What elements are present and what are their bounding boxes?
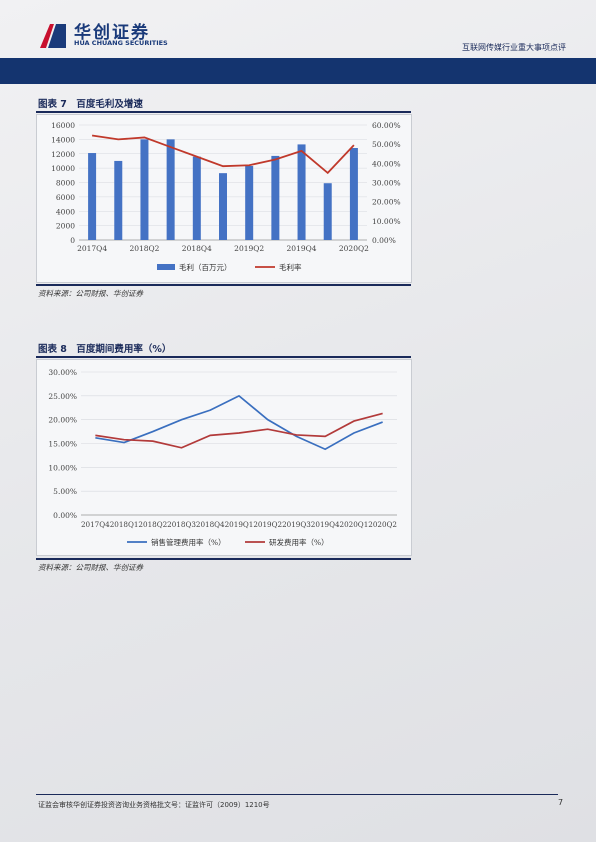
footer-rule xyxy=(36,794,558,795)
x-tick-label: 2018Q1 xyxy=(110,520,139,529)
bar xyxy=(323,183,332,240)
y-tick-label: 0.00% xyxy=(53,511,77,520)
bar xyxy=(219,173,227,240)
figure7-bottom-rule xyxy=(36,284,411,286)
bar xyxy=(349,148,358,240)
bar xyxy=(88,153,97,240)
y-left-tick-label: 14000 xyxy=(51,135,75,144)
y-right-tick-label: 30.00% xyxy=(372,179,401,188)
figure8-bottom-rule xyxy=(36,558,411,560)
y-tick-label: 5.00% xyxy=(53,487,77,496)
figure8-source: 资料来源：公司财报、华创证券 xyxy=(38,563,143,572)
y-left-tick-label: 12000 xyxy=(51,150,75,159)
company-logo: 华创证券 HUA CHUANG SECURITIES xyxy=(38,18,168,52)
figure7-source: 资料来源：公司财报、华创证券 xyxy=(38,289,143,298)
x-tick-label: 2020Q2 xyxy=(339,244,369,253)
bar xyxy=(114,160,123,240)
y-right-tick-label: 10.00% xyxy=(372,217,401,226)
x-tick-label: 2019Q4 xyxy=(311,520,340,529)
y-right-tick-label: 40.00% xyxy=(372,159,401,168)
x-tick-label: 2017Q4 xyxy=(77,244,107,253)
logo-mark-icon xyxy=(40,24,66,48)
x-tick-label: 2018Q2 xyxy=(129,244,159,253)
figure7-top-rule xyxy=(36,111,411,113)
bar xyxy=(192,156,201,240)
x-tick-label: 2018Q3 xyxy=(167,520,196,529)
y-right-tick-label: 50.00% xyxy=(372,140,401,149)
x-tick-label: 2018Q4 xyxy=(196,520,225,529)
logo-english-name: HUA CHUANG SECURITIES xyxy=(74,39,168,47)
y-tick-label: 25.00% xyxy=(48,392,77,401)
gross-margin-line xyxy=(91,134,355,175)
bar xyxy=(245,165,254,240)
figure8-chart-box: 0.00% 5.00% 10.00% 15.00% 20.00% 25.00% 30.00%… xyxy=(36,359,412,556)
y-left-tick-label: 2000 xyxy=(56,222,75,231)
expense-ratio-chart: 0.00% 5.00% 10.00% 15.00% 20.00% 25.00% 30.00%… xyxy=(48,368,397,547)
x-tick-label: 2017Q4 xyxy=(81,520,110,529)
y-tick-label: 10.00% xyxy=(48,463,77,472)
y-right-tick-label: 60.00% xyxy=(372,121,401,130)
legend-bar-swatch xyxy=(157,264,175,270)
x-tick-label: 2019Q3 xyxy=(282,520,311,529)
y-left-tick-label: 16000 xyxy=(51,121,75,130)
y-left-tick-label: 8000 xyxy=(56,179,75,188)
bar xyxy=(271,155,280,240)
page-number: 7 xyxy=(558,798,564,807)
x-tick-label: 2018Q4 xyxy=(182,244,212,253)
y-right-tick-label: 0.00% xyxy=(372,236,396,245)
rd-ratio-line xyxy=(95,412,383,449)
x-tick-label: 2019Q1 xyxy=(225,520,254,529)
x-tick-label: 2019Q2 xyxy=(234,244,264,253)
figure8-title: 图表 8 百度期间费用率（%） xyxy=(38,344,172,355)
y-left-tick-label: 0 xyxy=(70,236,75,245)
y-right-tick-label: 20.00% xyxy=(372,198,401,207)
gross-profit-chart: 0 2000 4000 6000 8000 10000 12000 14000 16000 0.0… xyxy=(51,121,401,272)
figure7-title: 图表 7 百度毛利及增速 xyxy=(38,99,143,110)
legend-label-gross-margin: 毛利率 xyxy=(279,262,302,272)
y-left-tick-label: 10000 xyxy=(51,164,75,173)
y-tick-label: 20.00% xyxy=(48,416,77,425)
footer-license: 证监会审核华创证券投资咨询业务资格批文号：证监许可（2009）1210号 xyxy=(38,801,270,809)
bar xyxy=(297,144,306,240)
legend-label-rd: 研发费用率（%） xyxy=(269,537,329,547)
x-tick-label: 2020Q1 xyxy=(340,520,369,529)
figure8-top-rule xyxy=(36,356,411,358)
bar xyxy=(166,139,175,240)
x-tick-label: 2020Q2 xyxy=(368,520,397,529)
y-tick-label: 15.00% xyxy=(48,440,77,449)
selling-admin-ratio-line xyxy=(95,394,383,451)
x-tick-label: 2018Q2 xyxy=(138,520,167,529)
figure7-chart-box: 0 2000 4000 6000 8000 10000 12000 14000 16000 0.0… xyxy=(36,114,412,283)
legend-label-selling-admin: 销售管理费用率（%） xyxy=(151,537,226,547)
header-band xyxy=(0,58,596,84)
logo-chinese-name: 华创证券 xyxy=(74,23,150,43)
x-tick-label: 2019Q4 xyxy=(287,244,317,253)
report-category: 互联网传媒行业重大事项点评 xyxy=(462,43,566,52)
x-tick-label: 2019Q2 xyxy=(253,520,282,529)
y-tick-label: 30.00% xyxy=(48,368,77,377)
y-left-tick-label: 6000 xyxy=(56,193,75,202)
y-left-tick-label: 4000 xyxy=(56,207,75,216)
bar xyxy=(140,139,149,240)
legend-label-gross-profit: 毛利（百万元） xyxy=(179,262,232,272)
